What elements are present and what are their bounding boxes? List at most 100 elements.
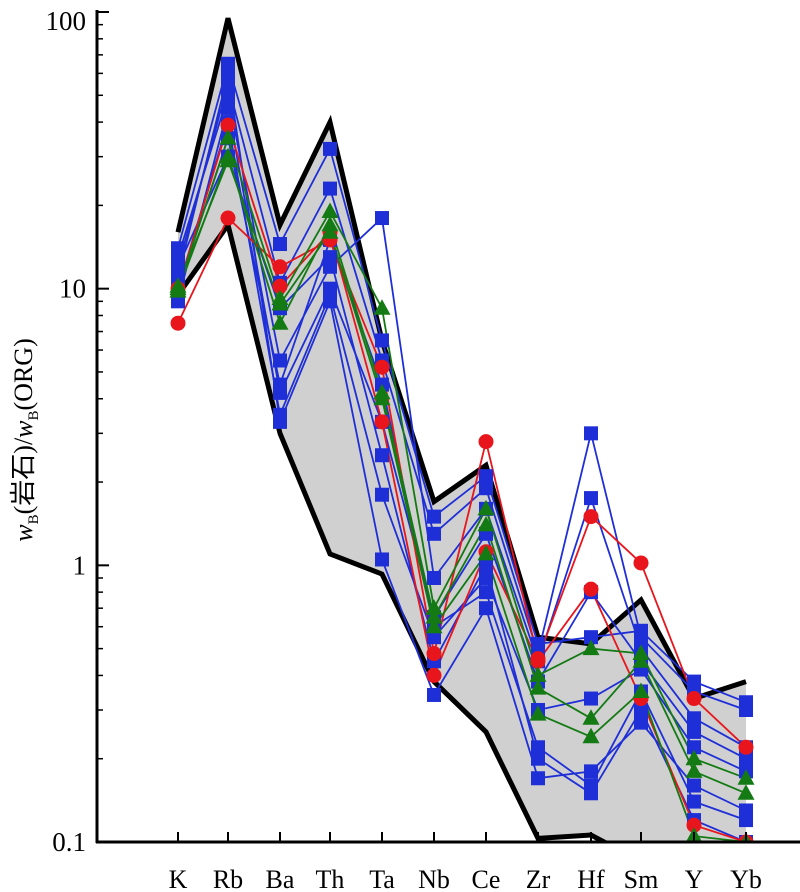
series-1-point-Ta	[375, 333, 389, 348]
series-5-point-Hf	[584, 691, 598, 706]
series-12-line	[177, 153, 747, 795]
series-9-point-K	[170, 315, 186, 331]
series-8-point-Sm	[634, 702, 648, 717]
series-8-point-Hf	[584, 786, 598, 801]
series-1-point-Th	[323, 141, 337, 156]
series-4-point-K	[171, 294, 185, 309]
series-11-point-Rb	[219, 129, 237, 145]
series-9-point-Hf	[583, 509, 599, 525]
series-2-point-Hf	[584, 426, 598, 441]
series-12-point-Yb	[737, 784, 755, 800]
series-7-point-Yb	[739, 813, 753, 828]
series-3-point-Rb	[221, 88, 235, 103]
x-tick-label-Rb: Rb	[213, 865, 243, 892]
series-3-point-Ta	[375, 211, 389, 226]
series-4-point-Yb	[739, 751, 753, 766]
series-7-point-Y	[687, 794, 701, 809]
series-3-point-Ba	[273, 353, 287, 368]
x-tick-label-Hf: Hf	[577, 865, 605, 892]
series-11-point-Yb	[737, 769, 755, 785]
series-10-point-Y	[686, 817, 702, 833]
x-tick-label-Th: Th	[316, 865, 345, 892]
series-13-line	[177, 158, 747, 842]
y-tick-label: 0.1	[52, 827, 86, 857]
series-10-point-Ta	[374, 414, 390, 430]
series-9-point-Sm	[633, 555, 649, 571]
series-10-point-Ba	[272, 278, 288, 294]
y-tick-label: 1	[73, 550, 87, 580]
series-10-point-Rb	[220, 117, 236, 133]
series-13-point-K	[169, 277, 187, 293]
series-9-point-Ba	[272, 259, 288, 275]
series-7-point-Zr	[531, 740, 545, 755]
x-tick-label-Y: Y	[685, 865, 704, 892]
series-8-point-Ta	[375, 448, 389, 463]
series-7-point-Ba	[273, 377, 287, 392]
series-10-point-Zr	[530, 653, 546, 669]
series-3-line	[177, 95, 747, 749]
plot-area	[169, 17, 755, 842]
y-axis-label: wB(岩石)/wB(ORG)	[9, 338, 42, 541]
series-11-point-Nb	[425, 599, 443, 615]
series-9-point-Nb	[426, 646, 442, 662]
series-11-point-Y	[685, 749, 703, 766]
series-6-point-Ce	[479, 601, 493, 616]
series-5-point-Ta	[375, 487, 389, 502]
series-4-point-Y	[687, 724, 701, 739]
series-13-point-Ta	[373, 389, 391, 406]
series-2-point-Sm	[634, 630, 648, 645]
series-8-point-K	[171, 259, 185, 274]
series-13-point-Rb	[219, 151, 237, 168]
series-7-line	[177, 134, 747, 821]
series-12-point-Ba	[271, 314, 289, 330]
x-tick-label-Nb: Nb	[418, 865, 450, 892]
series-9-point-Yb	[738, 739, 754, 755]
series-1-point-Hf	[584, 630, 598, 645]
series-10-line	[177, 122, 747, 842]
series-4-point-Rb	[221, 100, 235, 115]
series-5-point-Ce	[479, 570, 493, 585]
series-6-point-Rb	[221, 66, 235, 81]
series-10-point-Nb	[426, 667, 442, 683]
series-11-line	[177, 135, 747, 780]
y-tick-label: 10	[59, 274, 86, 304]
series-13-point-Th	[321, 223, 339, 239]
series-6-point-Th	[323, 294, 337, 309]
series-12-point-Sm	[632, 652, 650, 668]
series-8-point-Ce	[479, 558, 493, 573]
plot-content	[169, 17, 755, 842]
series-1-point-Nb	[427, 509, 441, 524]
series-13-point-Ce	[477, 544, 495, 561]
series-6-line	[177, 73, 747, 812]
series-11-point-Ce	[477, 499, 495, 516]
series-11-point-Hf	[582, 639, 600, 656]
series-12-point-Y	[685, 762, 703, 778]
series-6-point-Ta	[375, 552, 389, 567]
x-tick-label-Ba: Ba	[266, 865, 295, 892]
series-3-point-Hf	[584, 491, 598, 506]
series-2-line	[177, 80, 747, 711]
series-2-point-Ce	[479, 481, 493, 496]
series-1-point-Ce	[479, 469, 493, 484]
series-7-point-Ce	[479, 585, 493, 600]
series-9-point-Rb	[220, 210, 236, 226]
series-6-point-Hf	[584, 764, 598, 779]
x-tick-label-Sm: Sm	[624, 865, 659, 892]
envelope-upper-boundary	[175, 17, 747, 702]
axes: 0.1 1 10 100 K Rb Ba Th Ta Nb Ce Zr Hf Sm Y Yb	[46, 6, 800, 892]
series-8-point-Th	[323, 250, 337, 265]
series-9-point-Ce	[478, 434, 494, 450]
series-11-point-Th	[321, 202, 339, 219]
series-11-point-Ta	[373, 299, 391, 315]
x-tick-label-K: K	[169, 865, 188, 892]
series-9-point-Ta	[374, 359, 390, 375]
series-2-point-Yb	[739, 702, 753, 717]
series-12-point-Nb	[425, 608, 443, 624]
series-12-point-Hf	[582, 709, 600, 725]
series-12-point-Ce	[477, 515, 495, 532]
x-tick-label-Yb: Yb	[730, 865, 762, 892]
series-13-point-Nb	[425, 617, 443, 634]
series-9-point-Y	[686, 691, 702, 707]
series-13-point-Zr	[529, 705, 547, 721]
